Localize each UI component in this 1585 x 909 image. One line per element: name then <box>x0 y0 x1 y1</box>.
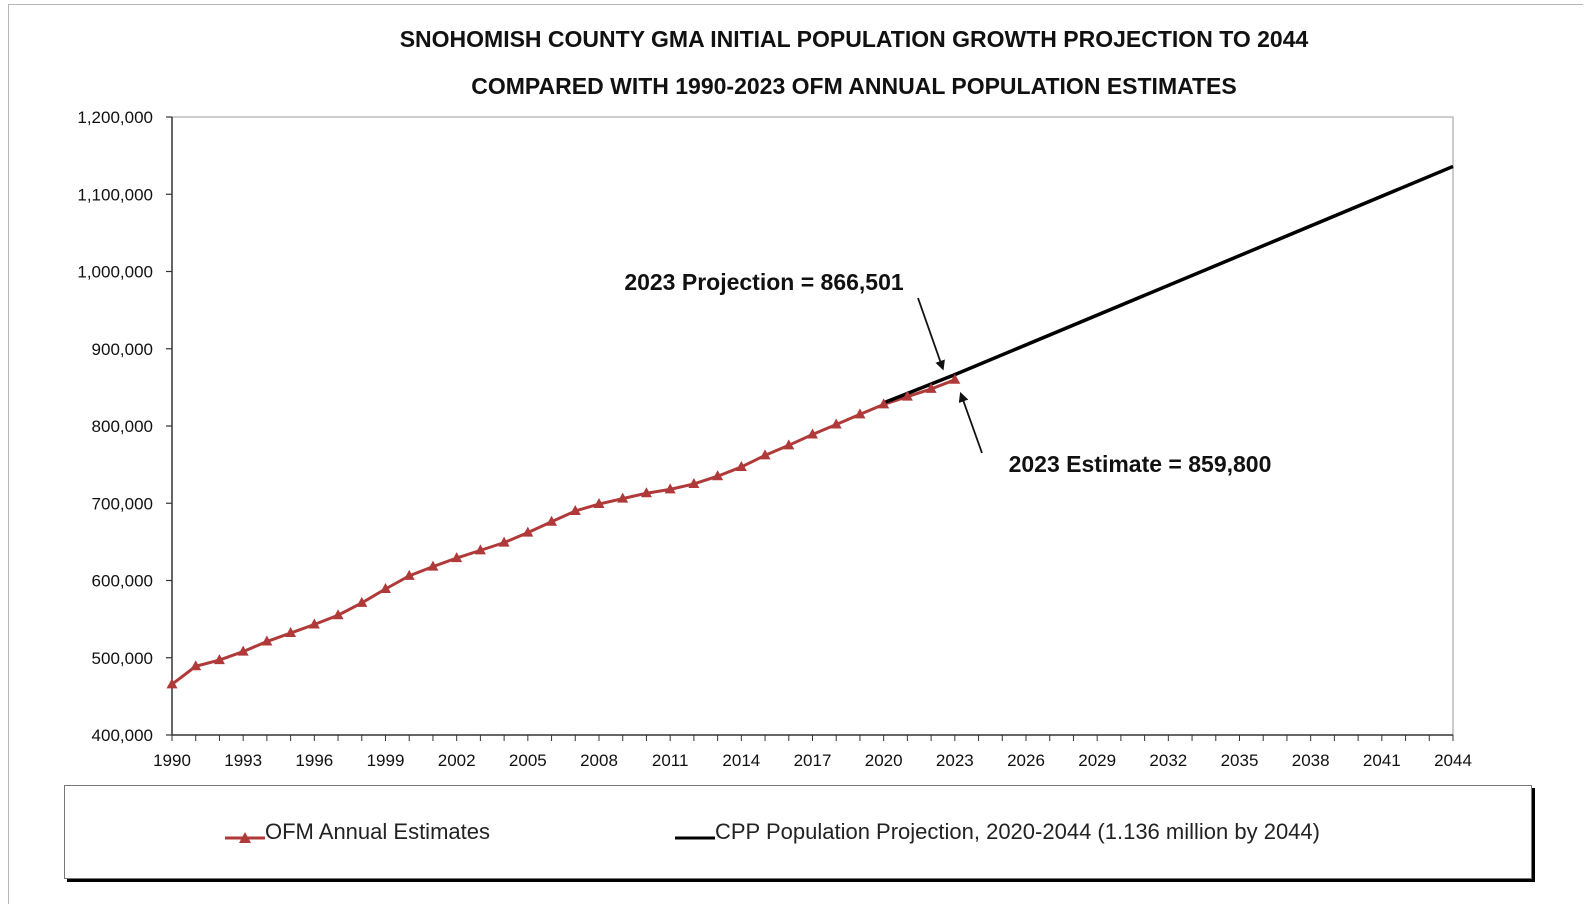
x-tick-label: 2020 <box>865 751 903 770</box>
annotation-estimate: 2023 Estimate = 859,800 <box>1009 451 1272 477</box>
data-point-ofm <box>949 373 961 384</box>
data-point-ofm <box>854 408 866 419</box>
data-point-ofm <box>403 569 415 580</box>
legend-swatch-cpp <box>675 825 715 840</box>
legend: OFM Annual Estimates CPP Population Proj… <box>64 785 1532 879</box>
data-point-ofm <box>356 596 368 607</box>
series-line-cpp <box>883 164 1454 405</box>
legend-label-cpp: CPP Population Projection, 2020-2044 (1.… <box>715 819 1320 844</box>
legend-item-ofm: OFM Annual Estimates <box>225 819 490 845</box>
data-point-ofm <box>783 439 795 450</box>
x-tick-label: 2002 <box>438 751 476 770</box>
x-tick-label: 2011 <box>652 751 689 770</box>
y-tick-label: 800,000 <box>92 417 153 436</box>
data-point-ofm <box>498 536 510 547</box>
x-tick-label: 2026 <box>1007 751 1045 770</box>
data-point-ofm <box>546 515 558 526</box>
data-point-ofm <box>451 552 463 563</box>
data-point-ofm <box>901 390 913 401</box>
plot-area <box>171 116 1454 736</box>
data-point-ofm <box>664 483 676 494</box>
data-point-ofm <box>190 660 202 671</box>
chart-title: SNOHOMISH COUNTY GMA INITIAL POPULATION … <box>400 26 1309 52</box>
chart-subtitle: COMPARED WITH 1990-2023 OFM ANNUAL POPUL… <box>471 73 1236 99</box>
data-point-ofm <box>261 635 273 646</box>
legend-swatch-ofm <box>225 825 265 843</box>
series-line-ofm <box>171 378 956 686</box>
data-point-ofm <box>380 582 391 593</box>
x-tick-label: 1993 <box>224 751 262 770</box>
x-tick-label: 2035 <box>1221 751 1259 770</box>
annotation-arrow-estimate <box>958 391 983 454</box>
x-tick-label: 2032 <box>1149 751 1187 770</box>
y-tick-label: 900,000 <box>92 340 153 359</box>
x-tick-label: 1999 <box>367 751 405 770</box>
data-point-ofm <box>712 470 724 481</box>
x-tick-label: 2041 <box>1363 751 1401 770</box>
legend-item-cpp: CPP Population Projection, 2020-2044 (1.… <box>675 819 1320 845</box>
x-tick-label: 2023 <box>936 751 974 770</box>
data-point-ofm <box>878 398 890 409</box>
annotation-arrow-projection <box>917 297 945 371</box>
x-tick-label: 2044 <box>1434 751 1472 770</box>
x-tick-label: 2038 <box>1292 751 1330 770</box>
x-tick-label: 2014 <box>722 751 760 770</box>
data-point-ofm <box>925 382 937 393</box>
data-point-ofm <box>285 627 297 638</box>
data-point-ofm <box>213 654 225 665</box>
annotation-projection: 2023 Projection = 866,501 <box>624 269 904 295</box>
y-tick-label: 1,000,000 <box>77 263 153 282</box>
x-tick-label: 2017 <box>794 751 832 770</box>
x-tick-label: 1990 <box>153 751 191 770</box>
legend-label-ofm: OFM Annual Estimates <box>265 819 490 844</box>
data-point-ofm <box>807 428 818 439</box>
y-tick-label: 600,000 <box>92 572 153 591</box>
data-point-ofm <box>427 560 439 571</box>
x-tick-label: 2008 <box>580 751 618 770</box>
x-tick-label: 1996 <box>295 751 333 770</box>
data-point-ofm <box>617 492 629 503</box>
data-point-ofm <box>688 477 700 488</box>
data-point-ofm <box>166 678 178 689</box>
data-point-ofm <box>332 609 344 620</box>
data-point-ofm <box>522 526 534 537</box>
data-point-ofm <box>237 645 249 656</box>
x-tick-label: 2005 <box>509 751 547 770</box>
chart-frame <box>8 4 1583 904</box>
data-point-ofm <box>569 504 581 515</box>
data-point-ofm <box>474 544 486 555</box>
y-tick-label: 700,000 <box>92 494 153 513</box>
data-point-ofm <box>735 460 747 471</box>
y-tick-label: 500,000 <box>92 649 153 668</box>
y-tick-label: 400,000 <box>92 726 153 745</box>
data-point-ofm <box>308 618 320 629</box>
data-point-ofm <box>759 449 771 460</box>
data-point-ofm <box>830 418 842 429</box>
x-tick-label: 2029 <box>1078 751 1116 770</box>
y-tick-label: 1,100,000 <box>77 185 153 204</box>
y-tick-label: 1,200,000 <box>77 108 153 127</box>
data-point-ofm <box>593 498 605 509</box>
data-point-ofm <box>640 487 652 498</box>
